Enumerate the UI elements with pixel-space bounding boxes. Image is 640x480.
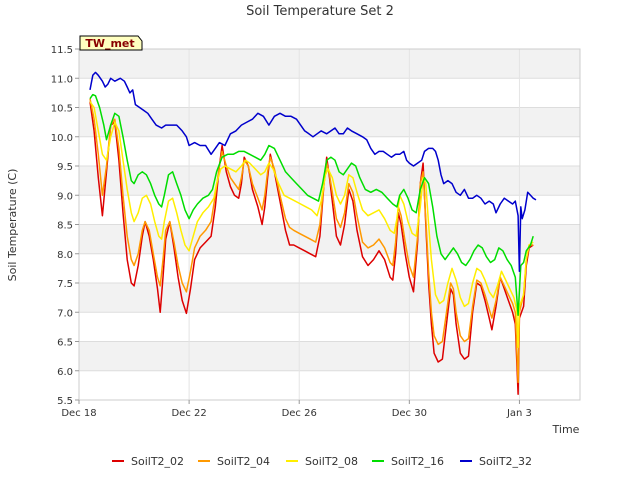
x-tick-label: Jan 3 xyxy=(506,408,532,419)
y-tick-label: 6.5 xyxy=(57,338,73,349)
series-line-soilt2_32 xyxy=(89,71,537,273)
y-tick-label: 9.0 xyxy=(57,191,73,202)
series-line-soilt2_16 xyxy=(89,93,534,316)
y-tick-label: 11.5 xyxy=(51,45,73,56)
series-line-soilt2_08 xyxy=(89,101,534,349)
y-axis-label: Soil Temperature (C) xyxy=(6,169,19,282)
legend: SoilT2_02 SoilT2_04 SoilT2_08 SoilT2_16 Soil… xyxy=(112,455,532,468)
y-tick-label: 9.5 xyxy=(57,162,73,173)
x-tick-label: Dec 30 xyxy=(392,408,427,419)
series-layer xyxy=(89,71,537,395)
y-tick-label: 7.0 xyxy=(57,308,73,319)
station-badge: TW_met xyxy=(79,35,143,51)
legend-label-soilt2_32: SoilT2_32 xyxy=(479,455,532,468)
station-badge-label: TW_met xyxy=(85,37,134,50)
plot-background xyxy=(79,49,580,371)
x-tick-label: Dec 18 xyxy=(61,408,96,419)
legend-label-soilt2_04: SoilT2_04 xyxy=(217,455,270,468)
y-tick-label: 8.0 xyxy=(57,250,73,261)
station-badge-box xyxy=(79,35,143,51)
legend-label-soilt2_02: SoilT2_02 xyxy=(131,455,184,468)
y-tick-label: 10.5 xyxy=(51,104,73,115)
chart-title: Soil Temperature Set 2 xyxy=(246,4,394,19)
x-tick-label: Dec 22 xyxy=(171,408,206,419)
plot-band xyxy=(79,224,580,254)
plot-band xyxy=(79,49,580,79)
y-tick-label: 8.5 xyxy=(57,221,73,232)
plot-band xyxy=(79,341,580,371)
y-tick-label: 11.0 xyxy=(51,74,73,85)
y-tick-label: 5.5 xyxy=(57,396,73,407)
y-tick-label: 7.5 xyxy=(57,279,73,290)
y-tick-label: 6.0 xyxy=(57,367,73,378)
x-tick-label: Dec 26 xyxy=(282,408,317,419)
y-axis-ticks: 5.5 6.0 6.5 7.0 7.5 8.0 8.5 9.0 9.5 10.0 10.5 11.0 1… xyxy=(51,45,79,407)
x-axis-ticks: Dec 18 Dec 22 Dec 26 Dec 30 Jan 3 xyxy=(61,400,532,419)
x-axis-label: Time xyxy=(552,423,580,436)
legend-label-soilt2_08: SoilT2_08 xyxy=(305,455,358,468)
y-tick-label: 10.0 xyxy=(51,133,73,144)
legend-label-soilt2_16: SoilT2_16 xyxy=(391,455,444,468)
series-line-soilt2_04 xyxy=(89,98,534,384)
